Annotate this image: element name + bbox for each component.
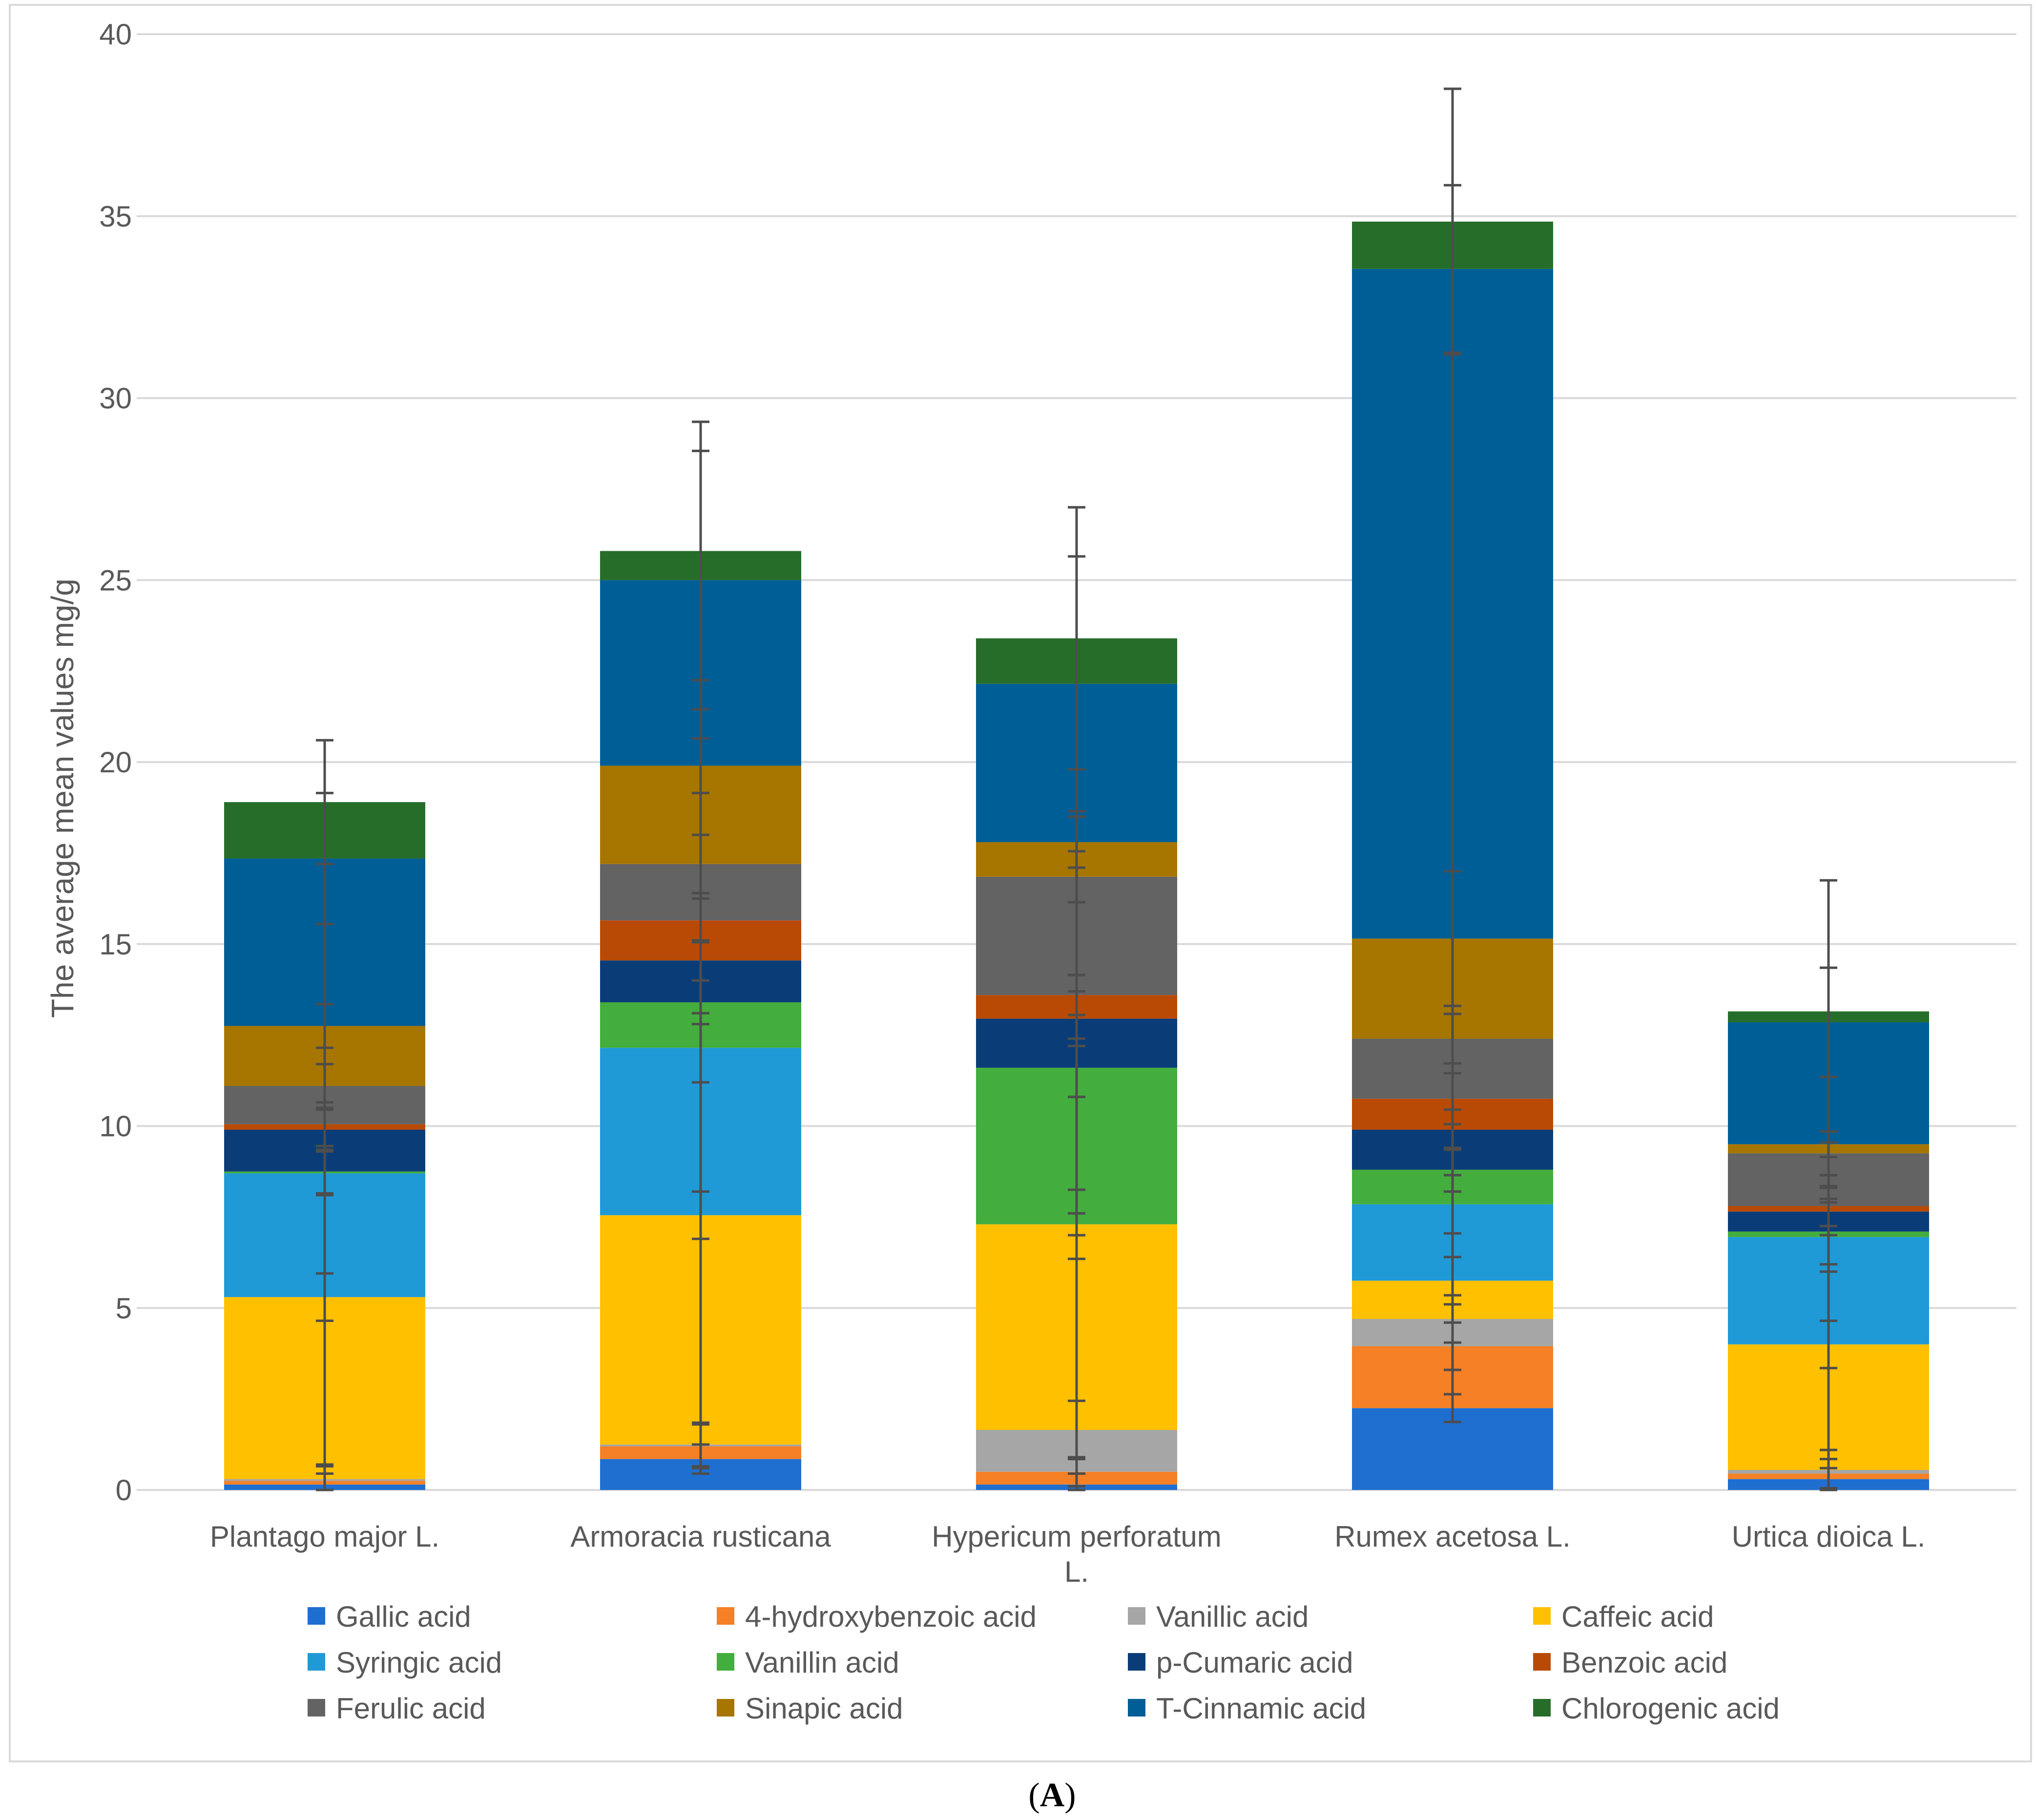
legend-swatch <box>1533 1699 1551 1717</box>
legend-entry: Sinapic acid <box>745 1692 903 1725</box>
x-category-label: Plantago major L. <box>210 1520 439 1553</box>
legend-entry: Benzoic acid <box>1561 1646 1727 1679</box>
y-tick-label: 25 <box>99 564 132 597</box>
legend-entry: Vanillic acid <box>1156 1600 1309 1633</box>
legend-entry: Vanillin acid <box>745 1646 899 1679</box>
error-bars <box>316 87 1837 1491</box>
x-axis-category-labels: Plantago major L. Armoracia rusticana Hype… <box>210 1520 1926 1588</box>
y-axis-tick-labels: 0 5 10 15 20 25 30 35 40 <box>99 18 132 1507</box>
y-tick-label: 15 <box>99 928 132 961</box>
legend-swatch <box>1533 1653 1551 1671</box>
legend-swatch <box>308 1699 325 1717</box>
y-tick-label: 20 <box>99 746 132 779</box>
legend-entry: Syringic acid <box>336 1646 502 1679</box>
legend-entry: T-Cinnamic acid <box>1156 1692 1366 1725</box>
legend-swatch <box>1128 1607 1145 1625</box>
y-tick-label: 35 <box>99 200 132 233</box>
legend-swatch <box>717 1699 734 1717</box>
y-tick-label: 10 <box>99 1110 132 1143</box>
legend-swatch <box>717 1653 734 1671</box>
x-category-label: L. <box>1064 1555 1089 1588</box>
x-category-label: Rumex acetosa L. <box>1334 1520 1571 1553</box>
legend-swatch <box>1533 1607 1551 1625</box>
y-axis-label: The average mean values mg/g <box>45 579 80 1018</box>
x-category-label: Armoracia rusticana <box>570 1520 831 1553</box>
legend-swatch <box>717 1607 734 1625</box>
legend-entry: Ferulic acid <box>336 1692 486 1725</box>
panel-label: (A) <box>1028 1777 1076 1814</box>
panel-label-close: ) <box>1064 1777 1076 1814</box>
legend-swatch <box>1128 1699 1145 1717</box>
legend-entry: Gallic acid <box>336 1600 471 1633</box>
y-tick-label: 30 <box>99 382 132 415</box>
panel-label-open: ( <box>1028 1777 1039 1814</box>
legend-entry: Caffeic acid <box>1561 1600 1714 1633</box>
y-tick-label: 5 <box>116 1292 132 1324</box>
legend-swatch <box>308 1653 325 1671</box>
legend-entry: Chlorogenic acid <box>1561 1692 1780 1725</box>
legend-entry: 4-hydroxybenzoic acid <box>745 1600 1037 1633</box>
legend-swatch <box>1128 1653 1145 1671</box>
x-category-label: Urtica dioica L. <box>1732 1520 1926 1553</box>
legend-swatch <box>308 1607 325 1625</box>
y-tick-label: 0 <box>116 1474 132 1507</box>
y-tick-label: 40 <box>99 18 132 51</box>
panel-label-letter: A <box>1040 1777 1065 1814</box>
x-category-label: Hypericum perforatum <box>932 1520 1222 1553</box>
legend: Gallic acid 4-hydroxybenzoic acid Vanillic… <box>308 1600 1780 1725</box>
legend-entry: p-Cumaric acid <box>1156 1646 1353 1679</box>
